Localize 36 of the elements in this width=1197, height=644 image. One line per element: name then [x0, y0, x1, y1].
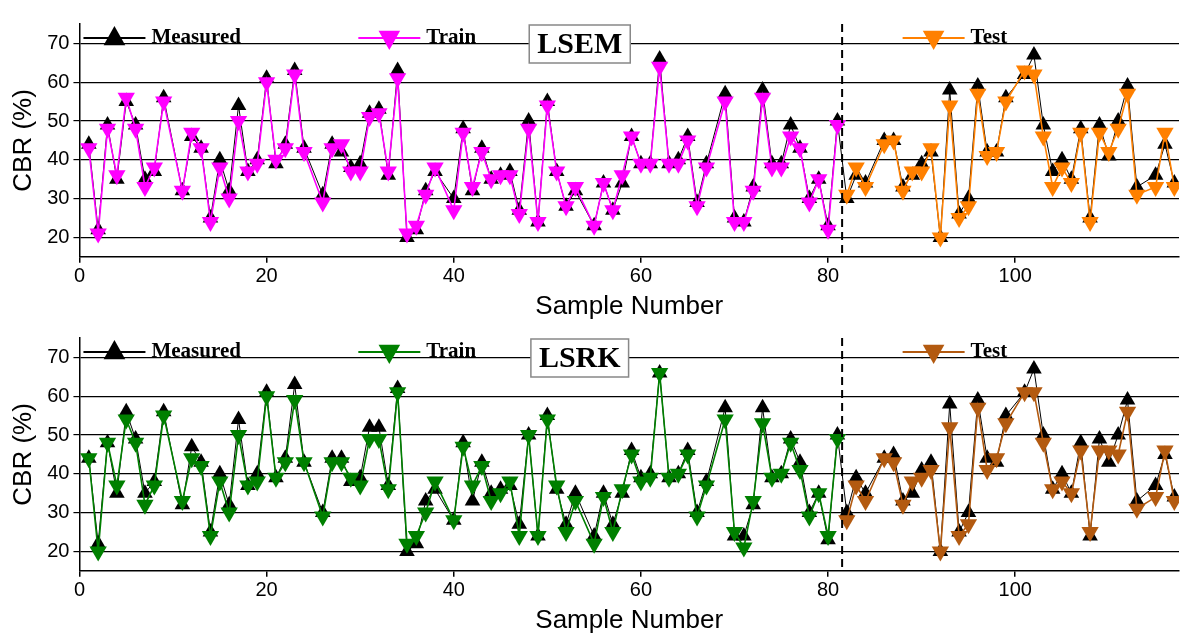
y-tick-label: 50 [47, 422, 70, 445]
y-tick-label: 70 [47, 30, 70, 53]
x-tick-label: 100 [998, 578, 1032, 601]
x-tick-label: 20 [255, 578, 278, 601]
chart-title: LSEM [537, 25, 623, 59]
x-tick-label: 100 [998, 264, 1032, 287]
legend-label: Measured [151, 24, 242, 49]
chart-title: LSRK [538, 339, 622, 373]
x-axis-title: Sample Number [535, 289, 724, 320]
legend-label: Test [970, 338, 1008, 363]
y-tick-label: 30 [47, 186, 70, 209]
legend-label: Train [426, 338, 477, 363]
legend-label: Measured [151, 338, 242, 363]
y-axis-title: CBR (%) [6, 89, 37, 192]
x-tick-label: 60 [629, 264, 653, 287]
x-tick-label: 80 [816, 264, 840, 287]
y-tick-label: 40 [47, 461, 70, 484]
x-tick-label: 60 [629, 578, 653, 601]
x-tick-label: 80 [816, 578, 840, 601]
x-tick-label: 0 [73, 264, 86, 287]
y-tick-label: 50 [47, 108, 70, 131]
y-axis-title: CBR (%) [6, 403, 37, 506]
x-axis-title: Sample Number [535, 603, 724, 634]
legend-label: Test [970, 24, 1008, 49]
x-tick-label: 40 [442, 264, 465, 287]
y-tick-label: 60 [47, 383, 70, 406]
y-tick-label: 20 [47, 538, 70, 561]
y-tick-label: 40 [47, 147, 70, 170]
x-tick-label: 40 [442, 578, 465, 601]
x-tick-label: 20 [255, 264, 278, 287]
x-tick-label: 0 [73, 578, 86, 601]
y-tick-label: 70 [47, 344, 70, 367]
y-tick-label: 60 [47, 69, 70, 92]
legend-label: Train [426, 24, 477, 49]
y-tick-label: 20 [47, 224, 70, 247]
y-tick-label: 30 [47, 500, 70, 523]
